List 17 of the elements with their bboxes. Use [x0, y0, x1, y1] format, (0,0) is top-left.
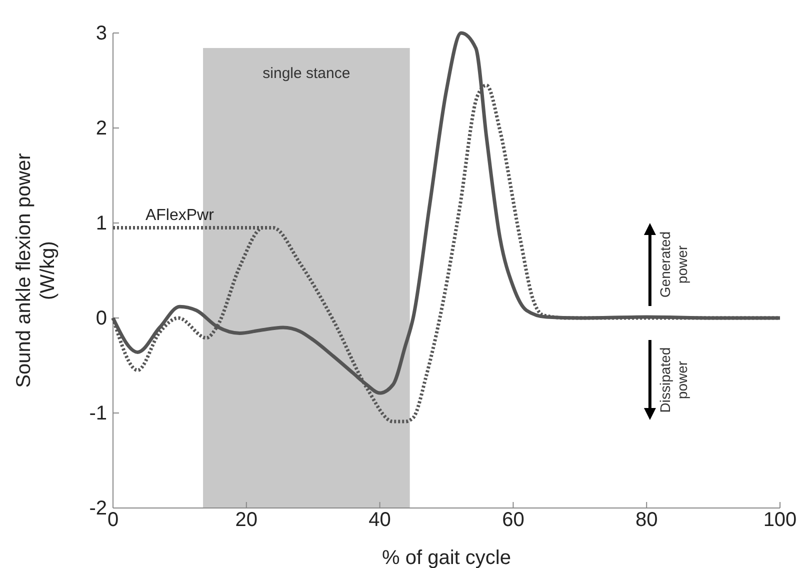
x-tick-label: 40 — [368, 509, 391, 532]
annotation: Dissipated power — [656, 347, 690, 413]
x-tick-label: 20 — [235, 509, 258, 532]
annotation: Generated power — [656, 231, 690, 298]
x-tick-label: 80 — [635, 509, 658, 532]
y-tick-label: -2 — [89, 497, 107, 520]
band-label: single stance — [262, 65, 350, 82]
y-tick-label: 1 — [96, 212, 107, 234]
y-tick-label: 0 — [96, 307, 107, 330]
x-axis-title: % of gait cycle — [382, 547, 511, 568]
x-tick-label: 100 — [763, 509, 797, 532]
y-tick-label: -1 — [89, 402, 107, 424]
y-tick-label: 3 — [96, 22, 107, 44]
annotation: AFlexPwr — [145, 206, 215, 224]
y-axis-title: Sound ankle flexion power (W/kg) — [13, 152, 59, 388]
y-tick-label: 2 — [96, 117, 107, 140]
x-tick-label: 60 — [502, 509, 524, 532]
